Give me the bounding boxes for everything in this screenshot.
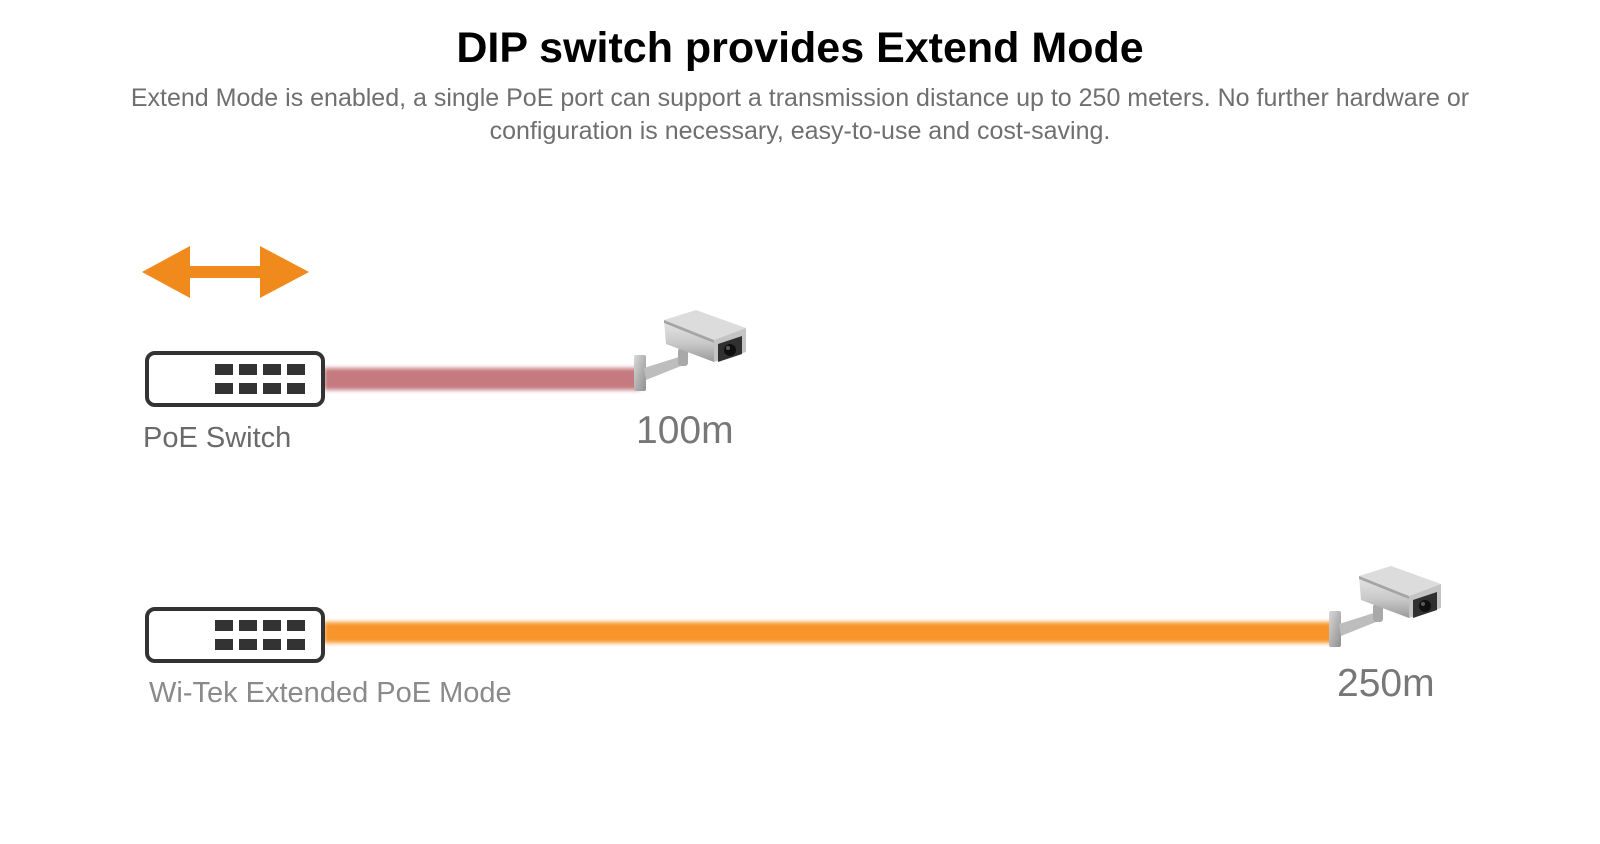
page-title: DIP switch provides Extend Mode [456,24,1144,72]
extended-mode-label: Wi-Tek Extended PoE Mode [149,677,512,709]
bidirectional-arrow-icon [142,246,309,298]
cctv-camera-icon [1329,566,1441,647]
cctv-camera-icon [634,310,746,391]
extended-distance-label: 250m [1337,662,1435,705]
extended-switch-icon [145,607,325,663]
extended-cable [324,622,1336,643]
poe-switch-label: PoE Switch [143,422,292,454]
poe-switch-icon [145,351,325,407]
page-description: Extend Mode is enabled, a single PoE por… [130,84,1470,145]
standard-distance-label: 100m [636,409,734,452]
standard-cable [324,368,640,390]
